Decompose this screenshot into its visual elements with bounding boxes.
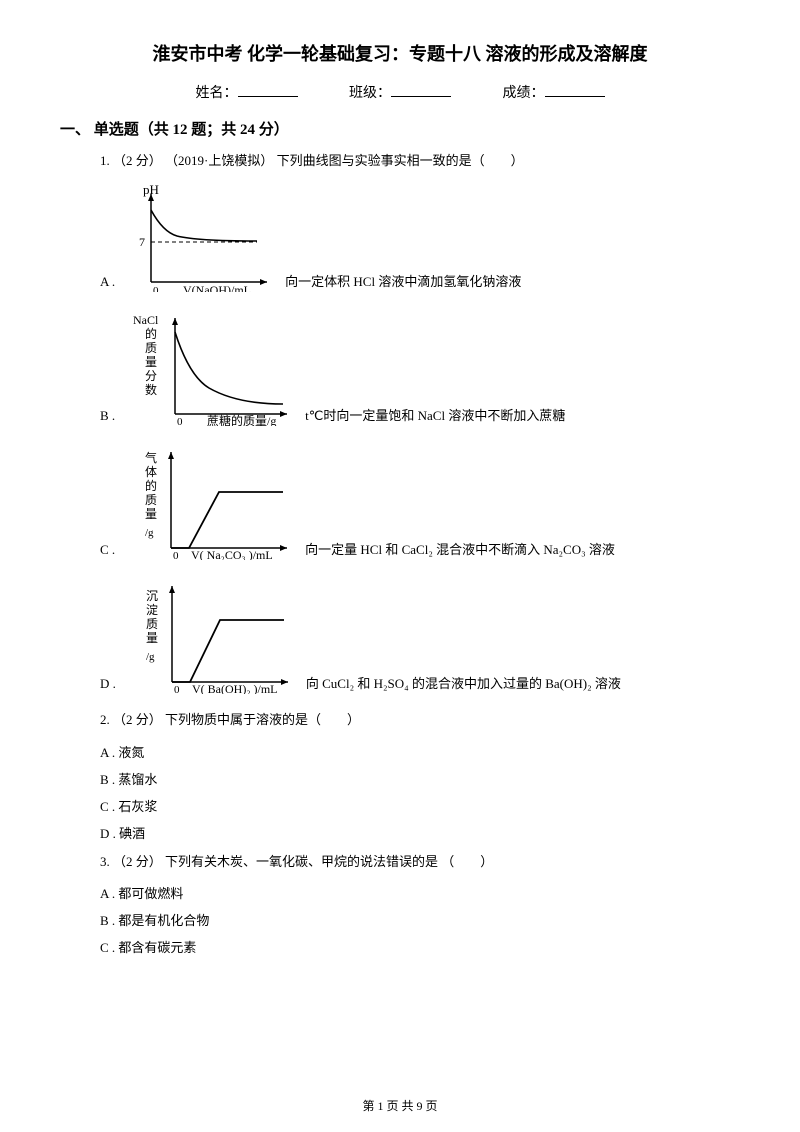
page-footer: 第 1 页 共 9 页 xyxy=(0,1097,800,1114)
score-blank xyxy=(545,96,605,97)
q2-stem: 2. （2 分） 下列物质中属于溶液的是（ ） xyxy=(100,708,700,731)
section-header: 一、 单选题（共 12 题；共 24 分） xyxy=(60,118,700,139)
svg-text:量: 量 xyxy=(145,355,157,369)
q1-option-d: D . 沉 淀 质 量 /g 0 V( Ba(OH)₂ )/mL 向 CuCl₂… xyxy=(100,574,700,698)
svg-text:沉: 沉 xyxy=(146,589,158,603)
svg-text:7: 7 xyxy=(139,235,145,249)
svg-text:量: 量 xyxy=(146,631,158,645)
svg-text:体: 体 xyxy=(145,465,157,479)
svg-text:0: 0 xyxy=(173,550,179,560)
svg-text:pH: pH xyxy=(143,182,159,197)
q1-a-graph: pH 0 V(NaOH)/mL 7 xyxy=(127,182,277,296)
q3-stem: 3. （2 分） 下列有关木炭、一氧化碳、甲烷的说法错误的是 （ ） xyxy=(100,850,700,873)
svg-text:量: 量 xyxy=(145,507,157,521)
info-row: 姓名： 班级： 成绩： xyxy=(100,82,700,102)
svg-text:/g: /g xyxy=(145,527,154,539)
name-label: 姓名： xyxy=(196,86,238,101)
svg-text:V( Na₂CO₃ )/mL: V( Na₂CO₃ )/mL xyxy=(191,548,273,560)
svg-text:0: 0 xyxy=(174,684,180,694)
q1-c-text: 向一定量 HCl 和 CaCl₂ 混合液中不断滴入 Na₂CO₃ 溶液 xyxy=(305,539,615,564)
svg-text:V(NaOH)/mL: V(NaOH)/mL xyxy=(183,283,251,292)
q2-c: C . 石灰浆 xyxy=(100,796,700,815)
page-title: 淮安市中考 化学一轮基础复习：专题十八 溶液的形成及溶解度 xyxy=(100,40,700,66)
svg-text:分: 分 xyxy=(145,369,157,383)
svg-text:的: 的 xyxy=(145,326,157,341)
q1-d-label: D . xyxy=(100,676,116,698)
q1-c-label: C . xyxy=(100,542,115,564)
q1-a-label: A . xyxy=(100,274,115,296)
q1-option-b: B . NaCl 的 质 量 分 数 0 蔗糖的质量/g t℃时向一定量饱和 N… xyxy=(100,306,700,430)
q1-a-text: 向一定体积 HCl 溶液中滴加氢氧化钠溶液 xyxy=(285,271,521,296)
svg-text:质: 质 xyxy=(146,617,158,631)
svg-text:的: 的 xyxy=(145,478,157,493)
q3-c: C . 都含有碳元素 xyxy=(100,937,700,956)
q1-c-graph: 气 体 的 质 量 /g 0 V( Na₂CO₃ )/mL xyxy=(127,440,297,564)
svg-text:/g: /g xyxy=(146,651,155,663)
svg-text:V( Ba(OH)₂ )/mL: V( Ba(OH)₂ )/mL xyxy=(192,682,278,694)
q2-b: B . 蒸馏水 xyxy=(100,769,700,788)
q1-b-label: B . xyxy=(100,408,115,430)
score-label: 成绩： xyxy=(503,86,545,101)
q1-option-a: A . pH 0 V(NaOH)/mL 7 向一定体积 HCl 溶液中滴加氢氧化… xyxy=(100,182,700,296)
q1-d-text: 向 CuCl₂ 和 H₂SO₄ 的混合液中加入过量的 Ba(OH)₂ 溶液 xyxy=(306,673,621,698)
svg-text:0: 0 xyxy=(153,285,159,292)
svg-text:0: 0 xyxy=(177,416,183,426)
svg-text:淀: 淀 xyxy=(146,603,158,617)
class-blank xyxy=(391,96,451,97)
svg-text:NaCl: NaCl xyxy=(133,313,159,327)
q1-option-c: C . 气 体 的 质 量 /g 0 V( Na₂CO₃ )/mL 向一定量 H… xyxy=(100,440,700,564)
q2-d: D . 碘酒 xyxy=(100,823,700,842)
q1-stem: 1. （2 分） （2019·上饶模拟） 下列曲线图与实验事实相一致的是（ ） xyxy=(100,149,700,172)
q3-a: A . 都可做燃料 xyxy=(100,883,700,902)
name-blank xyxy=(238,96,298,97)
svg-text:质: 质 xyxy=(145,341,157,355)
class-label: 班级： xyxy=(349,86,391,101)
q1-b-text: t℃时向一定量饱和 NaCl 溶液中不断加入蔗糖 xyxy=(305,405,565,430)
svg-text:气: 气 xyxy=(145,450,157,465)
svg-text:蔗糖的质量/g: 蔗糖的质量/g xyxy=(207,413,276,426)
q1-b-graph: NaCl 的 质 量 分 数 0 蔗糖的质量/g xyxy=(127,306,297,430)
svg-text:数: 数 xyxy=(145,382,157,397)
svg-text:质: 质 xyxy=(145,493,157,507)
q3-b: B . 都是有机化合物 xyxy=(100,910,700,929)
q2-a: A . 液氮 xyxy=(100,742,700,761)
q1-d-graph: 沉 淀 质 量 /g 0 V( Ba(OH)₂ )/mL xyxy=(128,574,298,698)
